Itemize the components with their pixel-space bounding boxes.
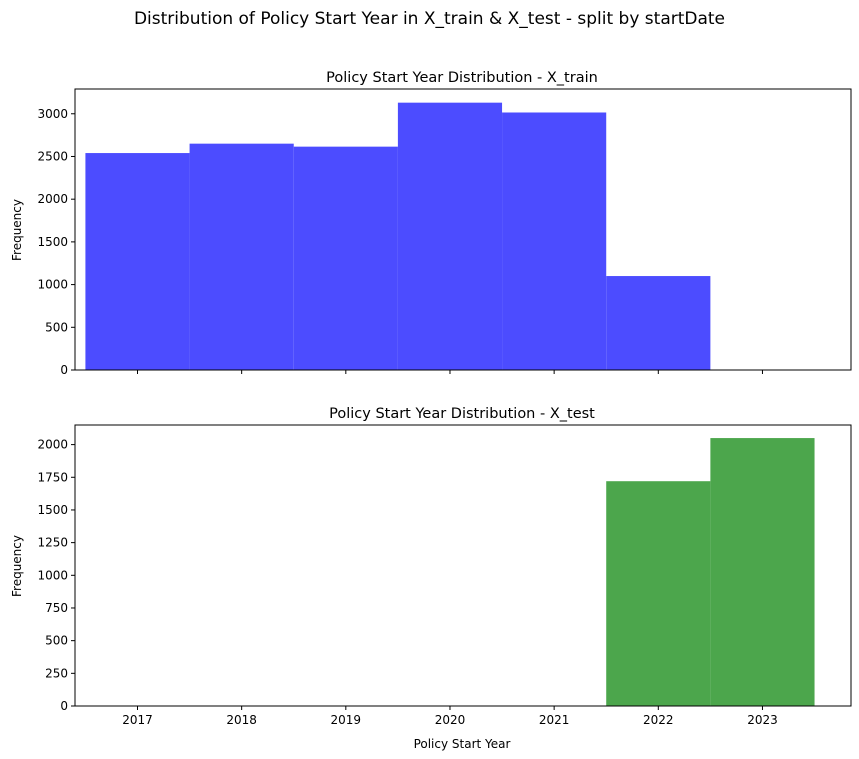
train-bar-2020	[397, 102, 503, 371]
train-y-axis-label: Frequency	[10, 199, 24, 261]
test-bar-2023	[710, 438, 815, 706]
train-y-tick-label-500: 500	[45, 320, 68, 334]
train-y-tick-label-1000: 1000	[37, 278, 68, 292]
test-x-tick-label-2017: 2017	[122, 713, 153, 727]
test-y-tick-label-1750: 1750	[37, 470, 68, 484]
train-y-tick-label-0: 0	[60, 363, 68, 377]
test-y-tick-label-1500: 1500	[37, 503, 68, 517]
train-y-tick-label-1500: 1500	[37, 235, 68, 249]
x-axis-label: Policy Start Year	[414, 737, 511, 751]
test-y-tick-label-250: 250	[45, 666, 68, 680]
train-histogram-panel: Policy Start Year Distribution - X_train…	[10, 70, 852, 377]
train-bar-2019	[293, 146, 398, 370]
test-x-tick-label-2018: 2018	[226, 713, 257, 727]
train-y-tick-label-3000: 3000	[37, 107, 68, 121]
train-bars	[85, 102, 711, 371]
test-x-tick-label-2021: 2021	[539, 713, 570, 727]
test-y-tick-label-500: 500	[45, 634, 68, 648]
train-panel-title: Policy Start Year Distribution - X_train	[326, 70, 598, 86]
test-histogram-panel: Policy Start Year Distribution - X_test …	[10, 406, 852, 727]
test-y-ticks: 0 250 500 750 1000 1250 1500 1750 2000	[37, 438, 75, 713]
test-x-tick-label-2023: 2023	[747, 713, 778, 727]
train-x-ticks	[136, 370, 763, 374]
train-y-ticks: 0 500 1000 1500 2000 2500 3000	[37, 107, 75, 377]
test-x-tick-label-2022: 2022	[643, 713, 674, 727]
train-bar-2021	[502, 112, 607, 370]
train-bar-2018	[189, 143, 294, 370]
test-y-tick-label-0: 0	[60, 699, 68, 713]
test-plot-frame	[74, 424, 852, 707]
train-y-tick-label-2000: 2000	[37, 192, 68, 206]
test-x-tick-label-2019: 2019	[331, 713, 362, 727]
test-y-tick-label-1000: 1000	[37, 568, 68, 582]
test-y-tick-label-1250: 1250	[37, 536, 68, 550]
test-bar-2022	[606, 481, 711, 706]
train-plot-frame	[74, 88, 852, 371]
figure-title: Distribution of Policy Start Year in X_t…	[134, 9, 725, 29]
train-bar-2022	[606, 276, 711, 370]
test-panel-title: Policy Start Year Distribution - X_test	[329, 406, 595, 422]
test-x-tick-label-2020: 2020	[435, 713, 466, 727]
test-y-axis-label: Frequency	[10, 535, 24, 597]
test-bars	[606, 438, 815, 706]
test-x-ticks: 2017 2018 2019 2020 2021 2022 2023	[122, 706, 778, 727]
train-y-tick-label-2500: 2500	[37, 149, 68, 163]
test-y-tick-label-750: 750	[45, 601, 68, 615]
train-bar-2017	[85, 153, 190, 370]
test-y-tick-label-2000: 2000	[37, 438, 68, 452]
